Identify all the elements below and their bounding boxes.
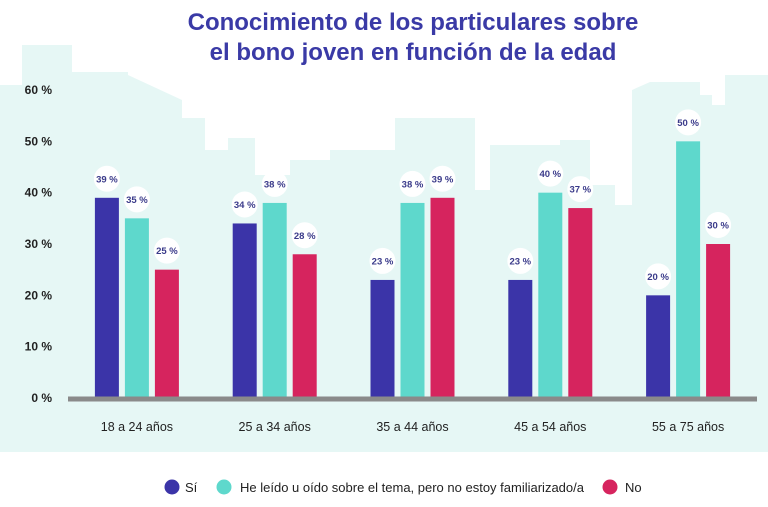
data-label: 40 % <box>539 169 561 180</box>
data-label: 34 % <box>234 200 256 211</box>
chart-title-line-1: Conocimiento de los particulares sobre <box>188 9 639 36</box>
data-label: 38 % <box>402 179 424 190</box>
data-label-bubble <box>153 237 180 264</box>
bar-no-4 <box>706 244 731 398</box>
bar-he-1 <box>262 202 287 398</box>
y-tick-label: 60 % <box>25 83 53 97</box>
y-tick-label: 0 % <box>31 391 52 405</box>
x-tick-label: 25 a 34 años <box>239 420 311 434</box>
data-label-bubble <box>645 263 672 290</box>
bar-sx-2 <box>370 279 395 398</box>
bars-group <box>94 141 731 399</box>
y-axis: 0 % 10 % 20 % 30 % 40 % 50 % 60 % <box>25 83 53 405</box>
y-tick-label: 20 % <box>25 288 53 302</box>
bar-he-0 <box>124 218 149 398</box>
data-label-bubble <box>291 222 318 249</box>
data-label: 20 % <box>647 272 669 283</box>
bar-no-0 <box>154 269 179 398</box>
x-axis-labels: 18 a 24 años 25 a 34 años 35 a 44 años 45 a… <box>101 420 724 434</box>
data-label-bubble <box>399 170 426 197</box>
x-tick-label: 45 a 54 años <box>514 420 586 434</box>
data-labels-group: 39 % 35 % 25 % 34 % 38 % 28 % 23 % 38 % 39 % 23 %… <box>93 109 732 290</box>
data-label: 39 % <box>432 174 454 185</box>
data-label: 38 % <box>264 179 286 190</box>
data-label: 50 % <box>677 118 699 129</box>
legend-label: No <box>625 480 642 495</box>
legend-label: Sí <box>185 480 198 495</box>
data-label-bubble <box>261 170 288 197</box>
y-tick-label: 50 % <box>25 134 53 148</box>
bar-no-1 <box>292 254 317 398</box>
bar-sx-4 <box>646 295 671 398</box>
data-label: 30 % <box>707 221 729 232</box>
x-tick-label: 18 a 24 años <box>101 420 173 434</box>
data-label-bubble <box>231 191 258 218</box>
data-label: 23 % <box>509 256 531 267</box>
data-label: 25 % <box>156 246 178 257</box>
legend-marker <box>216 479 232 495</box>
data-label: 39 % <box>96 174 118 185</box>
y-tick-label: 30 % <box>25 237 53 251</box>
data-label: 35 % <box>126 195 148 206</box>
x-tick-label: 35 a 44 años <box>376 420 448 434</box>
bar-he-3 <box>538 192 563 398</box>
data-label-bubble <box>705 212 732 238</box>
data-label-bubble <box>429 165 456 192</box>
y-tick-label: 10 % <box>25 340 53 354</box>
bar-sx-3 <box>508 279 533 398</box>
chart-title-line-2: el bono joven en función de la edad <box>210 39 617 66</box>
bar-he-4 <box>676 141 701 399</box>
data-label-bubble <box>123 186 150 213</box>
bar-no-3 <box>568 208 593 398</box>
data-label: 37 % <box>569 185 591 196</box>
data-label: 28 % <box>294 231 316 242</box>
data-label-bubble <box>567 176 594 203</box>
legend-marker <box>602 479 618 495</box>
data-label-bubble <box>675 109 702 136</box>
legend-marker <box>164 479 180 495</box>
data-label-bubble <box>537 160 564 187</box>
data-label: 23 % <box>372 256 394 267</box>
x-tick-label: 55 a 75 años <box>652 420 724 434</box>
bar-no-2 <box>430 197 455 398</box>
legend: Sí He leído u oído sobre el tema, pero no… <box>164 479 642 495</box>
data-label-bubble <box>507 247 534 274</box>
y-tick-label: 40 % <box>25 186 53 200</box>
legend-label: He leído u oído sobre el tema, pero no e… <box>240 480 585 495</box>
bar-he-2 <box>400 202 425 398</box>
bar-sx-0 <box>94 197 119 398</box>
data-label-bubble <box>369 247 396 274</box>
bar-sx-1 <box>232 223 257 398</box>
data-label-bubble <box>93 165 120 192</box>
